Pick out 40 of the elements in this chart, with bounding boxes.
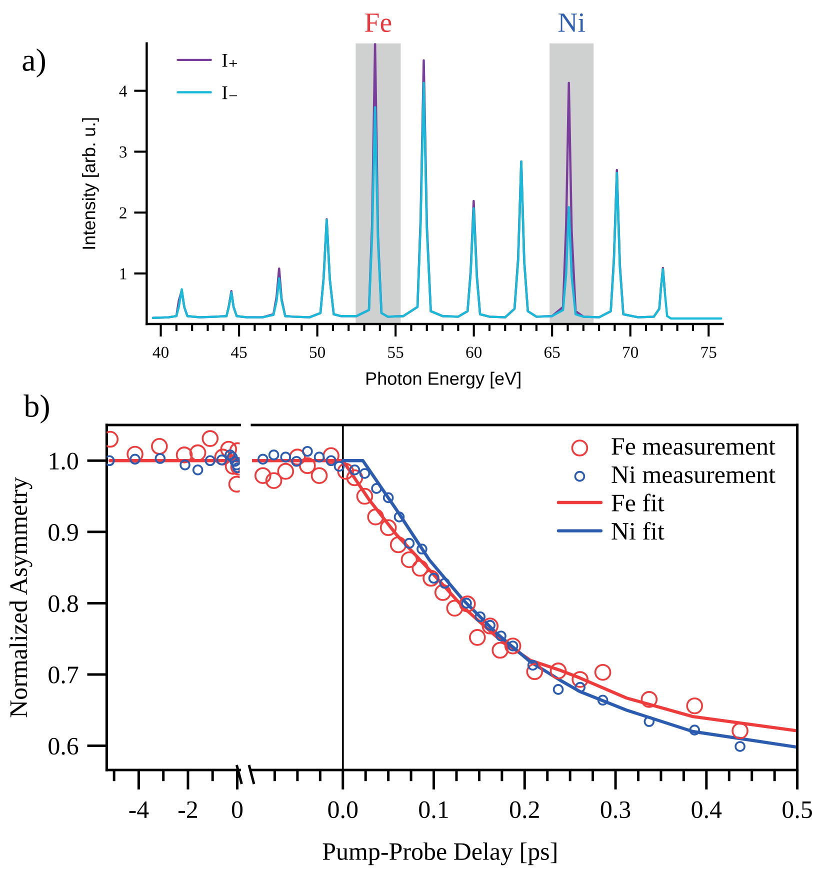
x-tick-label: 0.1 xyxy=(419,801,448,818)
legend-label: I₋ xyxy=(222,86,237,100)
band-label: Ni xyxy=(558,13,585,32)
x-axis-title: Pump-Probe Delay [ps] xyxy=(322,842,556,866)
text: b) xyxy=(24,394,49,424)
x-tick-label: 65 xyxy=(544,346,560,358)
y-tick-label: 1 xyxy=(120,268,126,280)
x-tick-label: 0 xyxy=(232,801,243,818)
x-tick-label: 60 xyxy=(466,346,482,358)
y-tick-label: 0.9 xyxy=(48,524,78,541)
legend-label: Fe fit xyxy=(612,494,664,512)
legend-label: Ni fit xyxy=(612,522,664,540)
x-axis-title: Photon Energy [eV] xyxy=(366,372,520,389)
y-tick-label: 4 xyxy=(119,86,127,97)
x-tick-label: 45 xyxy=(231,346,247,358)
y-tick-label: 3 xyxy=(120,146,127,158)
legend-label: Fe measurement xyxy=(612,438,776,455)
x-tick-label: 75 xyxy=(701,346,716,358)
x-tick-label: 50 xyxy=(310,346,326,358)
x-tick-label: 0.2 xyxy=(510,801,539,818)
y-tick-label: 0.6 xyxy=(48,738,78,755)
x-tick-label: 40 xyxy=(152,346,168,358)
y-tick-label: 0.7 xyxy=(48,666,78,684)
y-tick-label: 2 xyxy=(120,207,126,218)
band-label: Fe xyxy=(365,14,392,32)
x-tick-label: 70 xyxy=(623,346,638,358)
y-axis-title: Normalized Asymmetry xyxy=(9,477,32,718)
x-tick-label: 0.4 xyxy=(692,801,722,818)
x-tick-label: 55 xyxy=(388,346,404,358)
legend-label: I₊ xyxy=(222,54,237,67)
x-tick-label: 0.5 xyxy=(782,801,812,818)
y-tick-label: 1.0 xyxy=(50,452,78,470)
y-axis-title: Intensity [arb. u.] xyxy=(82,118,99,249)
x-tick-label: 0.0 xyxy=(328,801,358,818)
y-tick-label: 0.8 xyxy=(48,595,78,612)
text: a) xyxy=(22,48,46,78)
x-tick-label: 0.3 xyxy=(600,801,630,818)
legend-label: Ni measurement xyxy=(612,466,776,484)
x-tick-label: -2 xyxy=(178,801,198,818)
x-tick-label: -4 xyxy=(129,801,149,818)
